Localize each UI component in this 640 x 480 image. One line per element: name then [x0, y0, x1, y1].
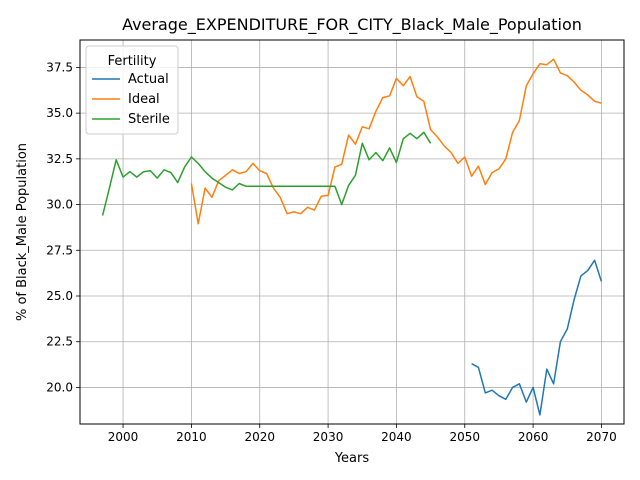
y-axis-ticks: 20.0 22.5 25.0 27.5 30.0 32.5 35.0 37.5 — [46, 60, 80, 394]
x-tick-label: 2060 — [518, 430, 549, 444]
y-tick-label: 30.0 — [46, 198, 73, 212]
x-axis-label: Years — [334, 451, 370, 466]
y-tick-label: 25.0 — [46, 289, 73, 303]
y-tick-label: 37.5 — [46, 60, 73, 74]
series-line-ideal — [190, 58, 602, 225]
x-tick-label: 2030 — [313, 430, 344, 444]
y-tick-label: 35.0 — [46, 106, 73, 120]
x-axis-ticks: 2000 2010 2020 2030 2040 2050 2060 2070 — [108, 424, 617, 444]
x-tick-label: 2050 — [449, 430, 480, 444]
x-tick-label: 2040 — [381, 430, 412, 444]
y-tick-label: 22.5 — [46, 335, 73, 349]
y-tick-label: 32.5 — [46, 152, 73, 166]
x-tick-label: 2000 — [108, 430, 139, 444]
legend-title: Fertility — [108, 54, 157, 69]
x-tick-label: 2020 — [244, 430, 275, 444]
legend-items: Actual Ideal Sterile — [92, 72, 170, 127]
legend-label-actual: Actual — [128, 72, 169, 87]
series-line-actual — [471, 259, 603, 416]
y-tick-label: 20.0 — [46, 380, 73, 394]
series-line-sterile — [101, 131, 432, 216]
x-tick-label: 2070 — [586, 430, 617, 444]
legend-box — [85, 45, 179, 135]
x-tick-label: 2010 — [176, 430, 207, 444]
series-lines — [101, 58, 603, 416]
y-tick-label: 27.5 — [46, 243, 73, 257]
axes-frame — [79, 39, 625, 425]
legend-label-ideal: Ideal — [128, 92, 160, 107]
legend: Fertility Actual Ideal Sterile — [85, 45, 179, 135]
legend-label-sterile: Sterile — [128, 112, 170, 127]
y-axis-label: % of Black_Male Population — [15, 143, 30, 321]
chart-title: Average_EXPENDITURE_FOR_CITY_Black_Male_… — [122, 15, 582, 35]
grid — [80, 40, 624, 424]
